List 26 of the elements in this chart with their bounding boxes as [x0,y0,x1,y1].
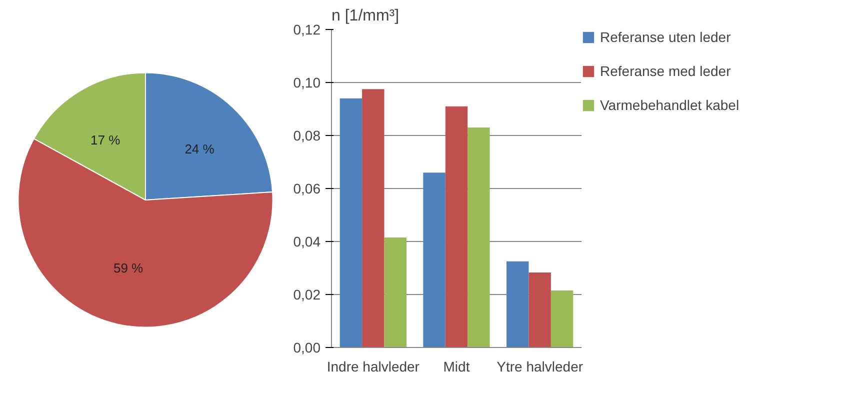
y-tick-label: 0,04 [293,234,321,250]
bar [340,98,362,348]
x-tick-label: Indre halvleder [326,358,420,374]
x-tick-label: Midt [443,358,470,374]
x-tick-label: Ytre halvleder [496,358,584,374]
bar [384,238,406,348]
y-tick-label: 0,02 [293,286,321,302]
y-tick-label: 0,06 [293,180,321,196]
bar [468,128,490,348]
legend-label: Referanse med leder [600,63,731,79]
y-tick-label: 0,08 [293,128,321,144]
bar [445,106,468,348]
y-axis-title: n [1/mm³] [332,8,400,24]
bar [550,290,574,348]
y-tick-label: 0,12 [293,22,321,38]
data-label: 17 % [90,132,121,148]
bar [506,261,529,348]
bar [362,89,384,348]
legend-label: Referanse uten leder [600,29,731,45]
y-tick-label: 0,10 [293,74,321,90]
data-label: 59 % [113,260,144,276]
data-label: 24 % [184,142,215,157]
y-tick-label: 0,00 [293,340,321,356]
legend-label: Varmebehandlet kabel [600,97,740,113]
bar [528,272,551,348]
bar [423,172,446,348]
